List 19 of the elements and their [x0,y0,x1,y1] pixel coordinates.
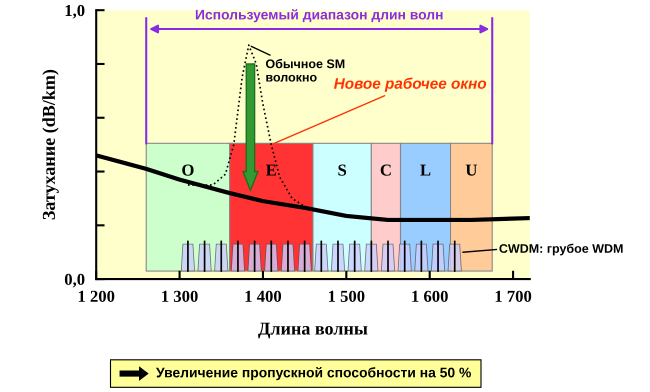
annotation: Используемый диапазон длин волн [196,9,443,22]
x-tick-label: 1 200 [78,290,114,302]
x-tick-label: 1 500 [328,290,364,302]
x-tick-label: 1 600 [412,290,448,302]
text: Увеличение пропускной способности на 50 % [156,366,471,380]
band-label: L [420,164,430,176]
annotation: CWDM: грубое WDM [499,244,623,256]
band-label: E [266,164,276,176]
y-tick-label: 1,0 [66,4,84,19]
x-axis-title: Длина волны [258,322,368,338]
x-tick-label: 1 700 [496,290,532,302]
y-tick-label: 0,0 [64,274,84,288]
band-label: U [466,164,477,176]
x-tick-label: 1 300 [162,290,198,302]
y-axis-title: Затухание (dB/km) [42,70,59,220]
band-label: C [380,164,391,176]
x-tick-label: 1 400 [246,290,282,302]
band-label: S [338,164,346,176]
band-label: O [182,164,194,176]
